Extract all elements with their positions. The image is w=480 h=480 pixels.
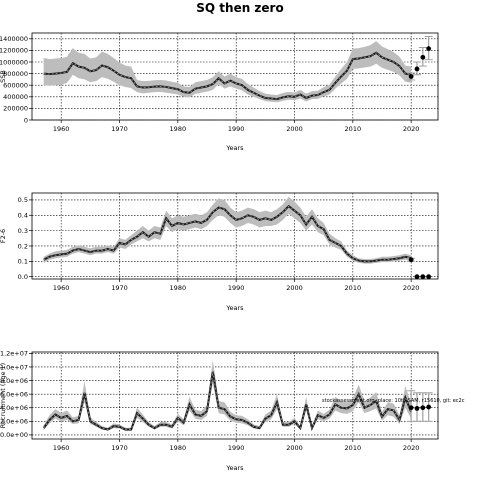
estimate-line-dash bbox=[43, 205, 412, 262]
x-tick-label: 2010 bbox=[345, 125, 362, 133]
x-tick-label: 1990 bbox=[228, 125, 245, 133]
projection-point bbox=[414, 274, 420, 280]
y-tick-label: 400000 bbox=[3, 93, 28, 101]
projection-point bbox=[408, 74, 414, 79]
confidence-band bbox=[43, 41, 412, 103]
y-axis-label: Recruitment (age 1) bbox=[0, 363, 7, 428]
fishing-mortality-panel: 1960 1970 1980 1990 2000 2010 2020 0.0 0.1 0.2 0.3… bbox=[0, 192, 439, 312]
x-tick-label: 1970 bbox=[111, 444, 128, 452]
projection-point bbox=[426, 46, 432, 52]
y-tick-label: 0.0 bbox=[18, 273, 28, 281]
x-tick-label: 1960 bbox=[53, 284, 70, 292]
estimate-line-dash bbox=[43, 371, 412, 430]
confidence-band bbox=[43, 196, 412, 264]
y-tick-label: 1.2e+07 bbox=[0, 350, 28, 358]
x-tick-label: 2020 bbox=[403, 444, 420, 452]
x-tick-label: 1970 bbox=[111, 284, 128, 292]
axes-frame bbox=[31, 192, 439, 280]
x-tick-label: 1980 bbox=[170, 125, 187, 133]
x-tick-label: 1990 bbox=[228, 444, 245, 452]
y-tick-label: 0 bbox=[24, 116, 28, 124]
y-tick-label: 2.0e+06 bbox=[0, 418, 28, 426]
watermark-note: stockassessment.org, place: 10th SAM, r1… bbox=[322, 398, 465, 404]
y-tick-label: 200000 bbox=[3, 105, 28, 113]
y-tick-label: 0.3 bbox=[18, 227, 28, 235]
y-tick-label: 800000 bbox=[3, 70, 28, 78]
confidence-band bbox=[43, 360, 412, 431]
projection-point bbox=[426, 404, 432, 410]
y-tick-label: 1000000 bbox=[0, 58, 28, 66]
recruitment-panel: 1960 1970 1980 1990 2000 2010 2020 0.0e+00 2.0e+… bbox=[0, 350, 439, 472]
projection-point bbox=[414, 406, 420, 411]
x-tick-label: 2000 bbox=[286, 444, 303, 452]
y-axis-label: F2-6 bbox=[0, 229, 7, 243]
y-tick-label: 1200000 bbox=[0, 47, 28, 55]
y-tick-label: 0.1 bbox=[18, 258, 28, 266]
y-tick-label: 6.0e+06 bbox=[0, 390, 28, 398]
y-tick-label: 0.0e+00 bbox=[0, 431, 28, 439]
estimate-line-dash bbox=[43, 52, 412, 100]
projection-point bbox=[408, 257, 414, 263]
x-axis-label: Years bbox=[225, 464, 244, 472]
y-axis-label: SSB bbox=[0, 70, 7, 83]
y-tick-label: 1400000 bbox=[0, 35, 28, 43]
x-tick-label: 2020 bbox=[403, 125, 420, 133]
ssb-panel: 1960 1970 1980 1990 2000 2010 2020 0 200000 40000… bbox=[0, 32, 439, 152]
axes-frame bbox=[31, 32, 439, 121]
projection-point bbox=[408, 405, 414, 411]
x-tick-label: 2000 bbox=[286, 125, 303, 133]
y-tick-label: 0.4 bbox=[18, 212, 28, 220]
y-tick-label: 0.5 bbox=[18, 196, 28, 204]
x-tick-label: 2000 bbox=[286, 284, 303, 292]
axes-frame bbox=[31, 351, 439, 440]
x-tick-label: 2010 bbox=[345, 284, 362, 292]
x-tick-label: 1980 bbox=[170, 284, 187, 292]
x-tick-label: 1980 bbox=[170, 444, 187, 452]
x-axis-label: Years bbox=[225, 304, 244, 312]
projection-point bbox=[426, 274, 432, 280]
x-tick-label: 1990 bbox=[228, 284, 245, 292]
y-tick-label: 600000 bbox=[3, 82, 28, 90]
y-tick-label: 0.2 bbox=[18, 242, 28, 250]
x-tick-label: 1960 bbox=[53, 125, 70, 133]
projection-point bbox=[420, 54, 426, 60]
projection-point bbox=[420, 274, 426, 280]
y-tick-label: 4.0e+06 bbox=[0, 404, 28, 412]
x-tick-label: 2020 bbox=[403, 284, 420, 292]
x-axis-label: Years bbox=[225, 144, 244, 152]
x-tick-label: 1960 bbox=[53, 444, 70, 452]
figure-title: SQ then zero bbox=[196, 1, 283, 15]
y-tick-label: 8.0e+06 bbox=[0, 377, 28, 385]
projection-point bbox=[414, 66, 420, 72]
projection-point bbox=[420, 405, 426, 411]
x-tick-label: 1970 bbox=[111, 125, 128, 133]
x-tick-label: 2010 bbox=[345, 444, 362, 452]
y-tick-label: 1.0e+07 bbox=[0, 363, 28, 371]
